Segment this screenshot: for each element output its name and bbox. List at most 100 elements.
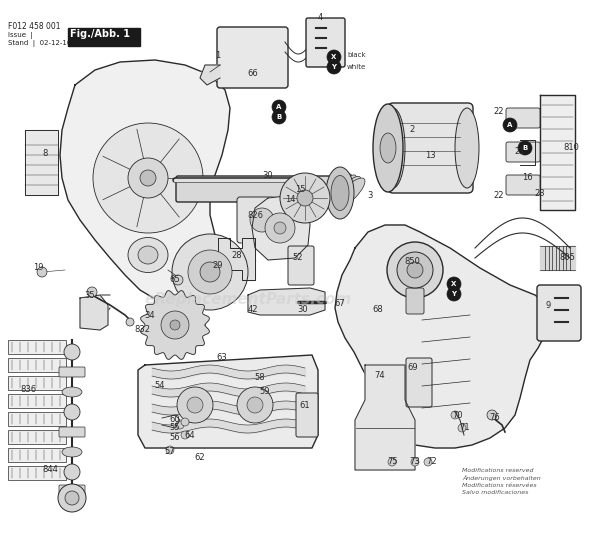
Text: 4: 4	[317, 14, 323, 22]
FancyBboxPatch shape	[406, 288, 424, 314]
FancyBboxPatch shape	[176, 176, 332, 202]
Circle shape	[177, 387, 213, 423]
Text: 70: 70	[453, 410, 463, 420]
Text: 65: 65	[170, 276, 181, 284]
Text: A: A	[507, 122, 513, 128]
Ellipse shape	[62, 387, 82, 397]
FancyBboxPatch shape	[506, 142, 540, 162]
Ellipse shape	[335, 176, 361, 210]
Circle shape	[237, 387, 273, 423]
Text: A: A	[276, 104, 281, 110]
Text: B: B	[522, 145, 527, 151]
Text: X: X	[451, 281, 457, 287]
Circle shape	[447, 277, 461, 291]
Circle shape	[397, 252, 433, 288]
Circle shape	[447, 287, 461, 301]
Circle shape	[200, 262, 220, 282]
Ellipse shape	[333, 173, 347, 213]
Ellipse shape	[138, 246, 158, 264]
Polygon shape	[25, 130, 58, 195]
FancyBboxPatch shape	[8, 430, 66, 444]
Circle shape	[166, 446, 174, 454]
Text: 28: 28	[232, 251, 242, 259]
Ellipse shape	[381, 108, 405, 188]
Text: 832: 832	[134, 325, 150, 335]
FancyBboxPatch shape	[388, 103, 473, 193]
Polygon shape	[252, 195, 310, 260]
Text: Modifications reserved
Änderungen vorbehalten
Modifications réservées
Salvo modi: Modifications reserved Änderungen vorbeh…	[462, 468, 541, 495]
Ellipse shape	[326, 167, 354, 219]
Text: F012 458 001: F012 458 001	[8, 22, 61, 31]
Polygon shape	[200, 65, 220, 85]
Text: 52: 52	[293, 253, 303, 263]
Text: 55: 55	[170, 423, 181, 433]
Circle shape	[265, 213, 295, 243]
Circle shape	[272, 100, 286, 114]
Text: 73: 73	[409, 457, 420, 467]
Circle shape	[173, 275, 183, 285]
Circle shape	[58, 484, 86, 512]
Circle shape	[518, 141, 532, 155]
Circle shape	[407, 262, 423, 278]
Circle shape	[387, 242, 443, 298]
Text: Stand  |  02-12-10: Stand | 02-12-10	[8, 40, 71, 47]
FancyBboxPatch shape	[8, 466, 66, 480]
Circle shape	[170, 320, 180, 330]
Circle shape	[411, 458, 419, 466]
Text: 69: 69	[408, 364, 418, 372]
Polygon shape	[248, 288, 325, 315]
Circle shape	[272, 110, 286, 124]
Circle shape	[64, 344, 80, 360]
FancyBboxPatch shape	[8, 448, 66, 462]
Text: 9: 9	[545, 300, 550, 310]
Circle shape	[181, 418, 189, 426]
Text: B: B	[276, 114, 281, 120]
Circle shape	[458, 424, 466, 432]
Circle shape	[140, 170, 156, 186]
Text: 76: 76	[490, 414, 500, 422]
Text: 21: 21	[514, 148, 525, 156]
Circle shape	[126, 318, 134, 326]
Circle shape	[87, 287, 97, 297]
Text: eReplacementParts.com: eReplacementParts.com	[144, 292, 352, 307]
Text: Fig./Abb. 1: Fig./Abb. 1	[70, 29, 130, 39]
Polygon shape	[218, 238, 255, 280]
Text: 15: 15	[295, 185, 305, 195]
Polygon shape	[138, 355, 318, 448]
FancyBboxPatch shape	[506, 175, 540, 195]
Text: 19: 19	[33, 263, 43, 271]
Circle shape	[64, 404, 80, 420]
FancyBboxPatch shape	[8, 340, 66, 354]
Text: 3: 3	[368, 191, 373, 199]
Text: 8: 8	[42, 148, 48, 158]
Text: 14: 14	[285, 196, 295, 204]
Circle shape	[388, 458, 396, 466]
Text: 2: 2	[409, 125, 415, 135]
Text: 850: 850	[404, 257, 420, 267]
Text: 74: 74	[375, 371, 385, 379]
Text: 63: 63	[217, 354, 227, 362]
Polygon shape	[335, 225, 550, 448]
Ellipse shape	[335, 178, 365, 208]
Circle shape	[181, 431, 189, 439]
FancyBboxPatch shape	[506, 108, 540, 128]
Text: black: black	[347, 52, 366, 58]
Text: 57: 57	[165, 447, 175, 457]
Text: 34: 34	[145, 311, 155, 319]
FancyBboxPatch shape	[406, 358, 432, 407]
Circle shape	[424, 458, 432, 466]
Polygon shape	[80, 295, 108, 330]
Text: 68: 68	[373, 306, 384, 314]
Circle shape	[297, 190, 313, 206]
Text: 61: 61	[300, 401, 310, 409]
Polygon shape	[140, 290, 209, 359]
Circle shape	[37, 267, 47, 277]
Circle shape	[451, 411, 459, 419]
Ellipse shape	[335, 173, 350, 213]
Ellipse shape	[331, 175, 349, 210]
Text: 30: 30	[298, 306, 309, 314]
Text: 826: 826	[247, 210, 263, 220]
Text: 72: 72	[427, 457, 437, 467]
Circle shape	[280, 173, 330, 223]
Text: 59: 59	[260, 387, 270, 397]
